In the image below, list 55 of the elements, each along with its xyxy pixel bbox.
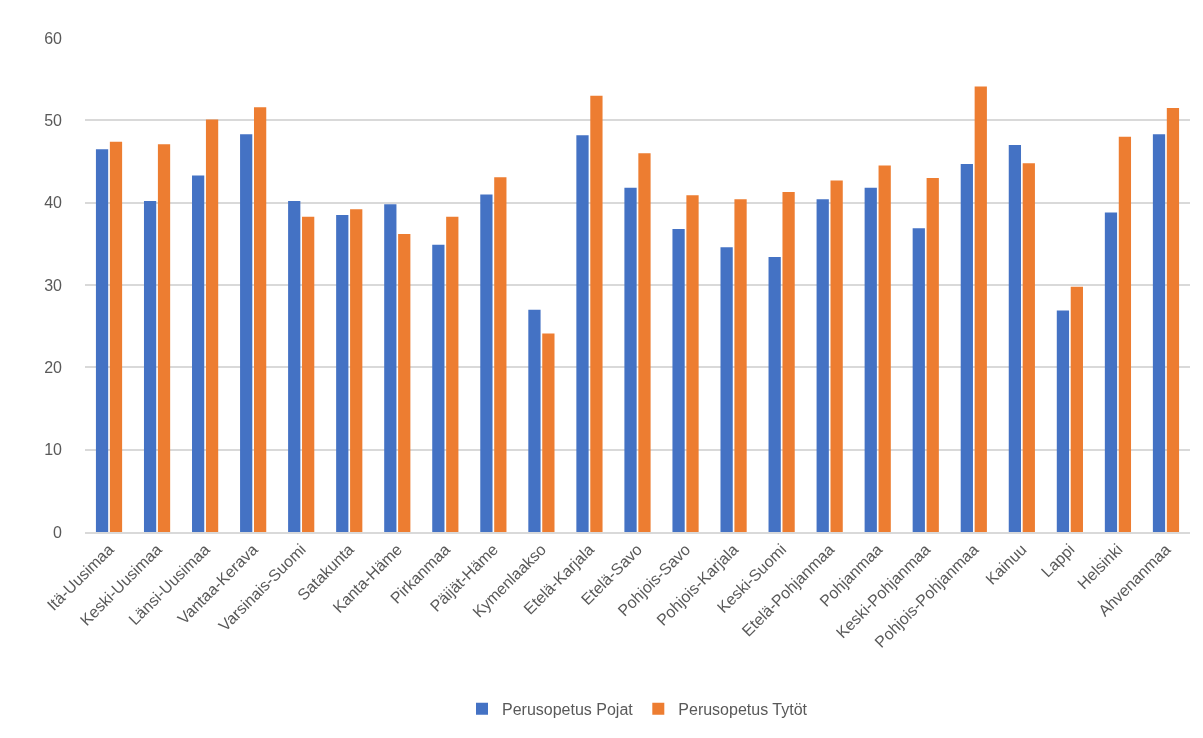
bar — [1070, 286, 1083, 532]
bar — [624, 187, 637, 532]
bar — [638, 153, 651, 532]
bar — [95, 149, 109, 532]
bar — [830, 180, 843, 532]
bar — [336, 215, 349, 532]
bar — [480, 194, 493, 532]
bar — [576, 135, 589, 532]
bar — [878, 165, 891, 532]
bar — [782, 191, 795, 532]
bar — [672, 229, 685, 532]
bar — [686, 195, 699, 532]
y-tick-label: 60 — [44, 29, 63, 47]
bar — [864, 187, 877, 532]
bar — [1104, 212, 1118, 532]
bar — [302, 216, 315, 532]
bar — [528, 309, 541, 532]
bar — [926, 177, 939, 532]
bar — [1166, 107, 1180, 532]
y-tick-label: 50 — [44, 111, 63, 129]
bar — [350, 209, 363, 532]
bar — [590, 95, 603, 532]
bar — [974, 86, 987, 532]
bar — [446, 216, 459, 532]
bar — [240, 134, 253, 532]
y-tick-label: 20 — [44, 358, 63, 376]
bar — [1008, 145, 1022, 532]
bar — [157, 144, 171, 532]
bar — [1056, 310, 1070, 532]
bar — [109, 141, 123, 532]
bar — [912, 228, 925, 532]
bar — [960, 163, 973, 532]
bar — [384, 204, 397, 532]
legend-label: Perusopetus Pojat — [502, 700, 634, 718]
bar — [1118, 136, 1132, 532]
y-tick-label: 40 — [44, 194, 63, 212]
bar — [432, 244, 445, 532]
y-tick-label: 10 — [44, 441, 63, 459]
bar — [205, 119, 219, 532]
bar — [253, 107, 267, 532]
bar — [734, 199, 747, 532]
bar — [1152, 134, 1166, 532]
y-tick-label: 0 — [53, 523, 63, 541]
bar — [494, 177, 507, 532]
legend-label: Perusopetus Tytöt — [678, 700, 808, 718]
bar — [143, 201, 157, 532]
bar — [288, 201, 301, 532]
bar — [398, 233, 411, 532]
bar — [542, 333, 555, 532]
bar — [768, 257, 781, 532]
bar — [720, 247, 733, 532]
y-tick-label: 30 — [44, 276, 63, 294]
bar — [1022, 163, 1035, 532]
bar — [816, 199, 829, 532]
bar — [192, 175, 205, 532]
